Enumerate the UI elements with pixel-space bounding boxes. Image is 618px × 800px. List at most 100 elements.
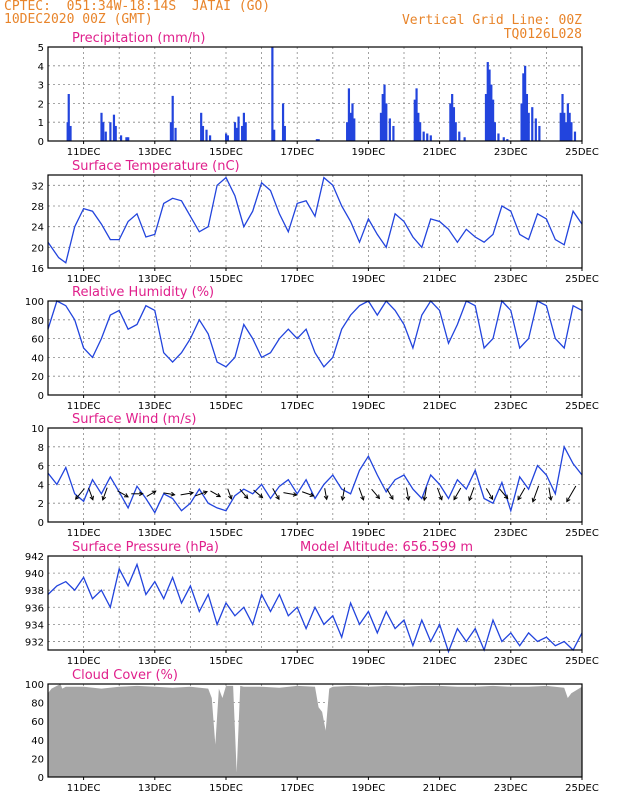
wind-arrow-shaft xyxy=(485,488,494,500)
precip-xtick: 21DEC xyxy=(423,147,457,158)
wind-arrow-shaft xyxy=(423,487,427,501)
wind-arrow-shaft xyxy=(468,487,475,501)
wind-ytick: 4 xyxy=(38,480,44,491)
cloud-xtick: 23DEC xyxy=(494,783,528,794)
precip-bar xyxy=(281,103,285,141)
precip-xtick: 11DEC xyxy=(67,147,101,158)
cloud-ytick: 100 xyxy=(25,680,44,691)
wind-arrow-head xyxy=(101,495,107,501)
precip-bar xyxy=(490,84,493,141)
wind-arrow-head xyxy=(124,493,129,498)
wind-ytick: 10 xyxy=(31,424,44,435)
precip-bar xyxy=(570,122,573,141)
cloud-xtick: 15DEC xyxy=(209,783,243,794)
wind-arrow-shaft xyxy=(88,487,94,500)
precip-bar xyxy=(492,99,495,141)
wind-arrow-head xyxy=(74,495,80,500)
pres-xtick: 17DEC xyxy=(280,656,314,667)
precip-bar xyxy=(69,125,72,141)
cloud-xtick: 13DEC xyxy=(138,783,172,794)
wind-arrow-head xyxy=(438,495,443,501)
wind-arrow-shaft xyxy=(341,487,346,501)
temp-ytick: 24 xyxy=(31,223,44,234)
wind-arrow xyxy=(146,490,157,497)
wind-arrow-head xyxy=(375,494,381,500)
pres-ytick: 942 xyxy=(25,552,44,563)
precip-bar xyxy=(452,107,456,141)
precip-bar xyxy=(561,94,564,141)
wind-arrow-head xyxy=(216,492,222,498)
temp-ytick: 20 xyxy=(31,243,44,254)
wind-series-line xyxy=(47,444,583,514)
temp-xtick: 17DEC xyxy=(280,274,314,285)
precip-bar xyxy=(171,95,174,141)
wind-arrow xyxy=(358,487,365,501)
cloud-ytick: 0 xyxy=(38,773,44,784)
wind-arrow-shaft xyxy=(227,488,232,500)
wind-arrow-head xyxy=(292,492,298,497)
precip-title: Precipitation (mm/h) xyxy=(72,31,205,46)
wind-arrow xyxy=(101,487,108,501)
pres-xtick: 23DEC xyxy=(494,656,528,667)
wind-arrow xyxy=(301,491,315,497)
wind-arrow xyxy=(453,487,462,501)
precip-bar xyxy=(102,122,105,141)
precip-bar xyxy=(383,84,386,141)
wind-arrow-head xyxy=(488,495,494,501)
wind-arrow-shaft xyxy=(75,488,85,500)
precip-bar xyxy=(237,116,240,141)
pres-series-line xyxy=(47,562,583,654)
rh-ytick: 20 xyxy=(31,372,44,383)
cloud-ytick: 80 xyxy=(31,699,44,710)
wind-arrow xyxy=(227,488,233,500)
wind-arrow-shaft xyxy=(324,488,328,500)
pres-ytick: 938 xyxy=(25,586,44,597)
precip-bar xyxy=(226,135,229,141)
precip-xtick: 25DEC xyxy=(565,147,599,158)
precip-bar xyxy=(413,99,416,141)
precip-bar xyxy=(531,107,534,141)
wind-arrow xyxy=(88,487,94,501)
rh-frame xyxy=(47,300,583,396)
wind-arrow xyxy=(323,488,329,501)
cloud-title: Cloud Cover (%) xyxy=(72,668,178,683)
precip-bar xyxy=(525,94,529,141)
precip-bar xyxy=(114,125,117,141)
wind-arrow xyxy=(272,488,280,501)
wind-panel xyxy=(47,427,583,525)
wind-xtick: 25DEC xyxy=(565,528,599,539)
precip-bar xyxy=(315,139,318,141)
precip-bar xyxy=(235,127,238,141)
wind-arrow xyxy=(194,490,208,497)
wind-arrow-head xyxy=(468,496,473,502)
precip-bar xyxy=(559,112,562,141)
wind-xtick: 17DEC xyxy=(280,528,314,539)
precip-bar xyxy=(458,131,461,141)
cloud-cover-area xyxy=(48,684,582,777)
wind-arrow-head xyxy=(405,496,411,502)
temp-ytick: 28 xyxy=(31,202,44,213)
wind-arrow-shaft xyxy=(163,492,175,496)
precip-bar xyxy=(573,131,577,141)
wind-ytick: 0 xyxy=(38,518,44,529)
temp-xtick: 11DEC xyxy=(67,274,101,285)
rh-xtick: 21DEC xyxy=(423,401,457,412)
wind-arrow-head xyxy=(453,495,458,501)
pres-panel xyxy=(47,555,583,654)
wind-arrow-head xyxy=(566,497,571,503)
precip-bar xyxy=(244,122,247,141)
precip-bar xyxy=(524,65,527,141)
precip-bar xyxy=(419,122,422,141)
wind-arrow xyxy=(386,488,394,501)
wind-arrow-shaft xyxy=(548,487,552,501)
precip-xtick: 23DEC xyxy=(494,147,528,158)
wind-arrow xyxy=(371,488,381,500)
precip-ytick: 4 xyxy=(38,62,44,73)
rh-xtick: 23DEC xyxy=(494,401,528,412)
pres-ytick: 934 xyxy=(25,620,44,631)
wind-arrow xyxy=(468,487,475,502)
wind-arrow-head xyxy=(517,495,522,501)
precip-bar xyxy=(527,112,530,141)
precip-panel xyxy=(47,46,583,144)
precip-bar xyxy=(112,114,116,141)
